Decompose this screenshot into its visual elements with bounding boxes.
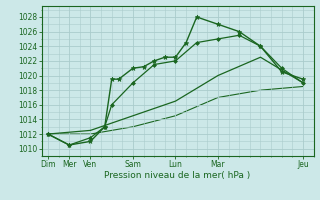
X-axis label: Pression niveau de la mer( hPa ): Pression niveau de la mer( hPa ): [104, 171, 251, 180]
